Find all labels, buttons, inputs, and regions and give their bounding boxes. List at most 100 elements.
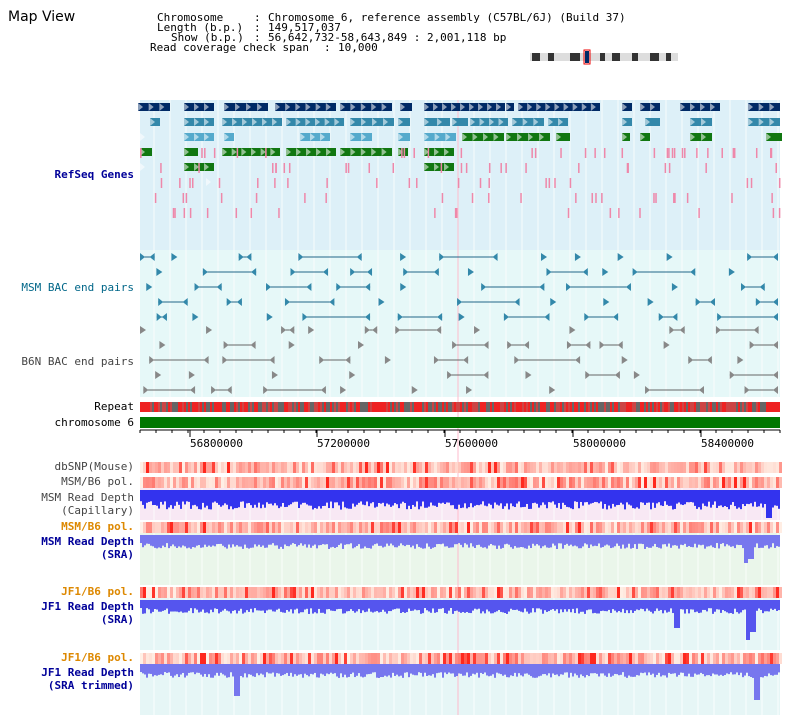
- msm-b6-pol-label: MSM/B6 pol.: [61, 475, 134, 488]
- b6n-bac-label[interactable]: B6N BAC end pairs: [21, 355, 134, 368]
- heat-cell: [722, 477, 725, 488]
- bac-end-head: [298, 253, 304, 261]
- depth-bar: [660, 490, 662, 506]
- bac-background: [140, 250, 780, 397]
- depth-bar: [382, 664, 384, 678]
- depth-bar: [774, 490, 776, 506]
- depth-bar: [578, 535, 580, 549]
- heat-cell: [566, 587, 569, 598]
- repeat-cell: [430, 402, 432, 412]
- bac-end-head: [190, 386, 196, 394]
- depth-bar: [674, 490, 676, 509]
- depth-bar: [424, 664, 426, 673]
- depth-bar: [216, 535, 218, 545]
- strand-arrow: [470, 118, 475, 126]
- bac-end-head: [171, 253, 178, 261]
- depth-bar: [694, 600, 696, 613]
- msm-bac-label[interactable]: MSM BAC end pairs: [21, 281, 134, 294]
- refseq-genes-track[interactable]: [138, 103, 782, 218]
- snp-tick: [408, 178, 411, 188]
- heat-cell: [485, 522, 488, 533]
- bac-end-head: [632, 268, 638, 276]
- depth-bar: [386, 490, 388, 504]
- heat-cell: [230, 522, 233, 533]
- repeat-cell: [150, 402, 152, 412]
- heat-cell: [290, 653, 293, 664]
- heat-cell: [674, 587, 677, 598]
- b6n-bac-track[interactable]: [140, 326, 778, 394]
- heat-cell: [152, 587, 155, 598]
- depth-bar: [480, 490, 482, 505]
- heat-cell: [752, 587, 755, 598]
- depth-bar: [542, 535, 544, 547]
- bac-end-head: [728, 268, 735, 276]
- heat-cell: [575, 587, 578, 598]
- repeat-cell: [266, 402, 268, 412]
- snp-tick: [603, 148, 606, 158]
- depth-bar: [284, 664, 286, 675]
- heat-cell: [629, 477, 632, 488]
- bac-end-head: [695, 298, 701, 306]
- heat-cell: [581, 477, 584, 488]
- heat-cell: [392, 653, 395, 664]
- heat-cell: [572, 653, 575, 664]
- depth-bar: [584, 600, 586, 614]
- depth-bar: [468, 535, 470, 548]
- refseq-genes-label[interactable]: RefSeq Genes: [54, 168, 134, 181]
- depth-bar: [464, 600, 466, 613]
- strand-arrow: [478, 103, 483, 111]
- heat-cell: [770, 462, 773, 473]
- depth-bar: [618, 664, 620, 676]
- strand-arrow: [140, 163, 145, 171]
- repeat-cell: [576, 402, 578, 412]
- snp-tick: [257, 178, 259, 188]
- heat-cell: [161, 477, 164, 488]
- depth-bar: [228, 490, 230, 510]
- depth-bar: [196, 664, 198, 673]
- heat-cell: [533, 462, 536, 473]
- gene-block: [556, 133, 570, 141]
- depth-bar: [696, 600, 698, 612]
- repeat-cell: [752, 402, 754, 412]
- depth-bar: [626, 490, 628, 503]
- heat-cell: [290, 587, 293, 598]
- depth-bar: [766, 535, 768, 546]
- depth-bar: [188, 490, 190, 502]
- chromosome-ideogram[interactable]: [530, 49, 678, 65]
- depth-bar: [654, 535, 656, 544]
- heat-cell: [461, 462, 464, 473]
- heat-cell: [734, 653, 737, 664]
- snp-tick: [578, 163, 580, 173]
- heat-cell: [386, 522, 389, 533]
- depth-bar: [388, 600, 390, 612]
- depth-bar: [450, 490, 452, 506]
- repeat-cell: [456, 402, 458, 412]
- heat-cell: [665, 477, 668, 488]
- depth-bar: [192, 664, 194, 673]
- heat-cell: [671, 477, 674, 488]
- depth-bar: [660, 664, 662, 677]
- coverage-key: Read coverage check span: [150, 41, 309, 54]
- bac-end-head: [474, 326, 481, 334]
- heat-cell: [395, 477, 398, 488]
- snp-tick: [775, 163, 777, 173]
- depth-bar: [596, 664, 598, 674]
- depth-bar: [376, 600, 378, 612]
- heat-cell: [563, 462, 566, 473]
- msm-bac-track[interactable]: [140, 253, 778, 321]
- heat-cell: [578, 522, 581, 533]
- depth-bar: [534, 600, 536, 613]
- depth-bar: [684, 600, 686, 614]
- heat-cell: [497, 462, 500, 473]
- heat-cell: [488, 653, 491, 664]
- depth-bar: [238, 664, 240, 696]
- heat-cell: [458, 653, 461, 664]
- axis-tick-label: 58000000: [573, 437, 626, 450]
- repeat-cell: [526, 402, 528, 412]
- heat-cell: [317, 522, 320, 533]
- heat-cell: [749, 653, 752, 664]
- depth-bar: [666, 664, 668, 678]
- depth-bar: [308, 664, 310, 677]
- heat-cell: [770, 522, 773, 533]
